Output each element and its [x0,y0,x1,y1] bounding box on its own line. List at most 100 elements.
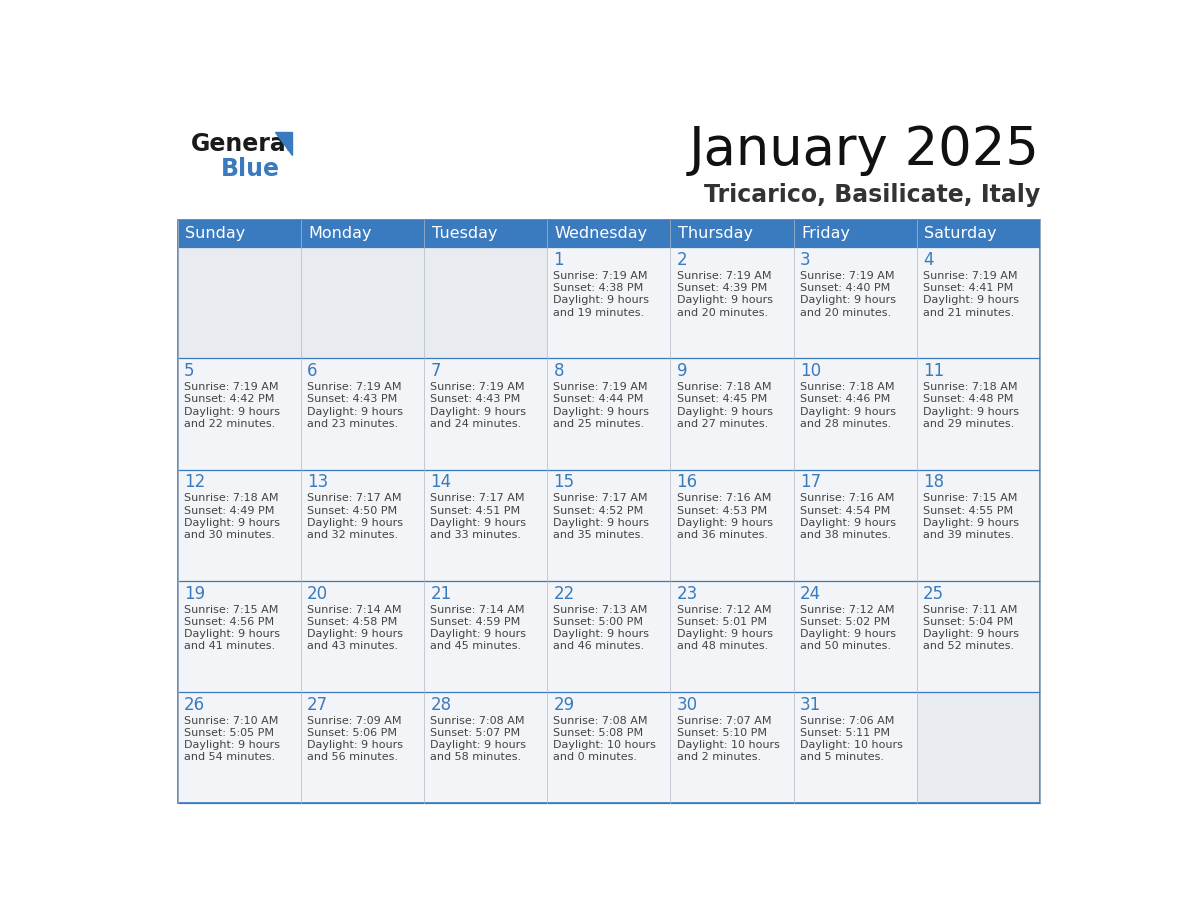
Text: Sunset: 4:56 PM: Sunset: 4:56 PM [184,617,274,627]
Text: Daylight: 9 hours: Daylight: 9 hours [184,629,280,639]
Text: Sunrise: 7:15 AM: Sunrise: 7:15 AM [184,605,278,615]
Text: and 48 minutes.: and 48 minutes. [676,641,767,651]
Text: Tricarico, Basilicate, Italy: Tricarico, Basilicate, Italy [703,184,1040,207]
Text: Sunset: 5:06 PM: Sunset: 5:06 PM [308,728,397,738]
Text: Sunset: 4:41 PM: Sunset: 4:41 PM [923,284,1013,293]
Text: 8: 8 [554,363,564,380]
Bar [794,219,917,247]
Text: Sunset: 4:50 PM: Sunset: 4:50 PM [308,506,397,516]
Text: 20: 20 [308,585,328,602]
Text: Daylight: 9 hours: Daylight: 9 hours [184,518,280,528]
Text: and 0 minutes.: and 0 minutes. [554,753,638,762]
Text: and 30 minutes.: and 30 minutes. [184,530,276,540]
Text: and 25 minutes.: and 25 minutes. [554,419,645,429]
Text: Sunset: 5:08 PM: Sunset: 5:08 PM [554,728,644,738]
Text: Sunset: 4:38 PM: Sunset: 4:38 PM [554,284,644,293]
Text: Sunrise: 7:19 AM: Sunrise: 7:19 AM [676,271,771,281]
Text: 9: 9 [676,363,687,380]
Text: 19: 19 [184,585,206,602]
Bar [548,247,670,358]
Bar [424,358,548,470]
Text: 2: 2 [676,251,687,269]
Text: 17: 17 [800,474,821,491]
Bar [301,470,424,581]
Text: 5: 5 [184,363,195,380]
Text: Daylight: 9 hours: Daylight: 9 hours [308,740,403,750]
Text: Daylight: 9 hours: Daylight: 9 hours [308,518,403,528]
Bar [670,692,794,803]
Text: Daylight: 9 hours: Daylight: 9 hours [800,629,896,639]
Text: and 35 minutes.: and 35 minutes. [554,530,644,540]
Bar [794,358,917,470]
Text: Daylight: 9 hours: Daylight: 9 hours [676,629,772,639]
Text: 12: 12 [184,474,206,491]
Text: and 32 minutes.: and 32 minutes. [308,530,398,540]
Text: 13: 13 [308,474,328,491]
Text: Sunset: 4:51 PM: Sunset: 4:51 PM [430,506,520,516]
Text: Daylight: 9 hours: Daylight: 9 hours [800,296,896,306]
Text: Daylight: 9 hours: Daylight: 9 hours [923,518,1019,528]
Bar [301,247,424,358]
Bar [548,358,670,470]
Text: Daylight: 9 hours: Daylight: 9 hours [676,407,772,417]
Text: Sunset: 4:53 PM: Sunset: 4:53 PM [676,506,766,516]
Text: Sunrise: 7:12 AM: Sunrise: 7:12 AM [800,605,895,615]
Text: 14: 14 [430,474,451,491]
Bar [424,219,548,247]
Bar [794,581,917,692]
Text: 18: 18 [923,474,944,491]
Text: and 24 minutes.: and 24 minutes. [430,419,522,429]
Text: 22: 22 [554,585,575,602]
Text: Saturday: Saturday [924,226,997,241]
Text: Daylight: 10 hours: Daylight: 10 hours [800,740,903,750]
Text: Sunrise: 7:08 AM: Sunrise: 7:08 AM [430,716,525,726]
Text: Daylight: 9 hours: Daylight: 9 hours [430,629,526,639]
Text: Daylight: 9 hours: Daylight: 9 hours [554,518,650,528]
Text: Sunrise: 7:16 AM: Sunrise: 7:16 AM [676,494,771,503]
Bar [424,581,548,692]
Bar [178,470,301,581]
Text: Sunrise: 7:08 AM: Sunrise: 7:08 AM [554,716,647,726]
Bar [548,219,670,247]
Text: and 23 minutes.: and 23 minutes. [308,419,398,429]
Text: and 39 minutes.: and 39 minutes. [923,530,1013,540]
Text: Daylight: 9 hours: Daylight: 9 hours [676,296,772,306]
Text: Sunset: 4:39 PM: Sunset: 4:39 PM [676,284,766,293]
Text: Daylight: 9 hours: Daylight: 9 hours [430,518,526,528]
Text: Sunrise: 7:12 AM: Sunrise: 7:12 AM [676,605,771,615]
Text: Sunset: 5:00 PM: Sunset: 5:00 PM [554,617,644,627]
Text: Sunset: 4:48 PM: Sunset: 4:48 PM [923,395,1013,405]
Text: Sunrise: 7:17 AM: Sunrise: 7:17 AM [554,494,647,503]
Text: Sunrise: 7:13 AM: Sunrise: 7:13 AM [554,605,647,615]
Text: and 20 minutes.: and 20 minutes. [800,308,891,318]
Text: January 2025: January 2025 [689,124,1040,176]
Text: Sunset: 5:01 PM: Sunset: 5:01 PM [676,617,766,627]
Text: Sunrise: 7:19 AM: Sunrise: 7:19 AM [800,271,895,281]
Bar [670,470,794,581]
Text: 6: 6 [308,363,317,380]
Bar [917,247,1040,358]
Text: Sunrise: 7:14 AM: Sunrise: 7:14 AM [308,605,402,615]
Text: Sunrise: 7:09 AM: Sunrise: 7:09 AM [308,716,402,726]
Text: Daylight: 9 hours: Daylight: 9 hours [308,629,403,639]
Text: Sunset: 4:52 PM: Sunset: 4:52 PM [554,506,644,516]
Text: and 38 minutes.: and 38 minutes. [800,530,891,540]
Bar [917,692,1040,803]
Text: Sunset: 5:04 PM: Sunset: 5:04 PM [923,617,1013,627]
Bar [548,470,670,581]
Text: Sunrise: 7:19 AM: Sunrise: 7:19 AM [554,382,647,392]
Text: 4: 4 [923,251,934,269]
Text: 28: 28 [430,696,451,714]
Text: Sunrise: 7:10 AM: Sunrise: 7:10 AM [184,716,278,726]
Text: Sunset: 4:58 PM: Sunset: 4:58 PM [308,617,398,627]
Text: and 58 minutes.: and 58 minutes. [430,753,522,762]
Text: and 33 minutes.: and 33 minutes. [430,530,522,540]
Text: Sunset: 4:59 PM: Sunset: 4:59 PM [430,617,520,627]
Bar [670,219,794,247]
Text: Daylight: 9 hours: Daylight: 9 hours [308,407,403,417]
Text: Daylight: 9 hours: Daylight: 9 hours [800,407,896,417]
Text: 26: 26 [184,696,206,714]
Text: Sunrise: 7:19 AM: Sunrise: 7:19 AM [308,382,402,392]
Bar [301,692,424,803]
Bar [917,470,1040,581]
